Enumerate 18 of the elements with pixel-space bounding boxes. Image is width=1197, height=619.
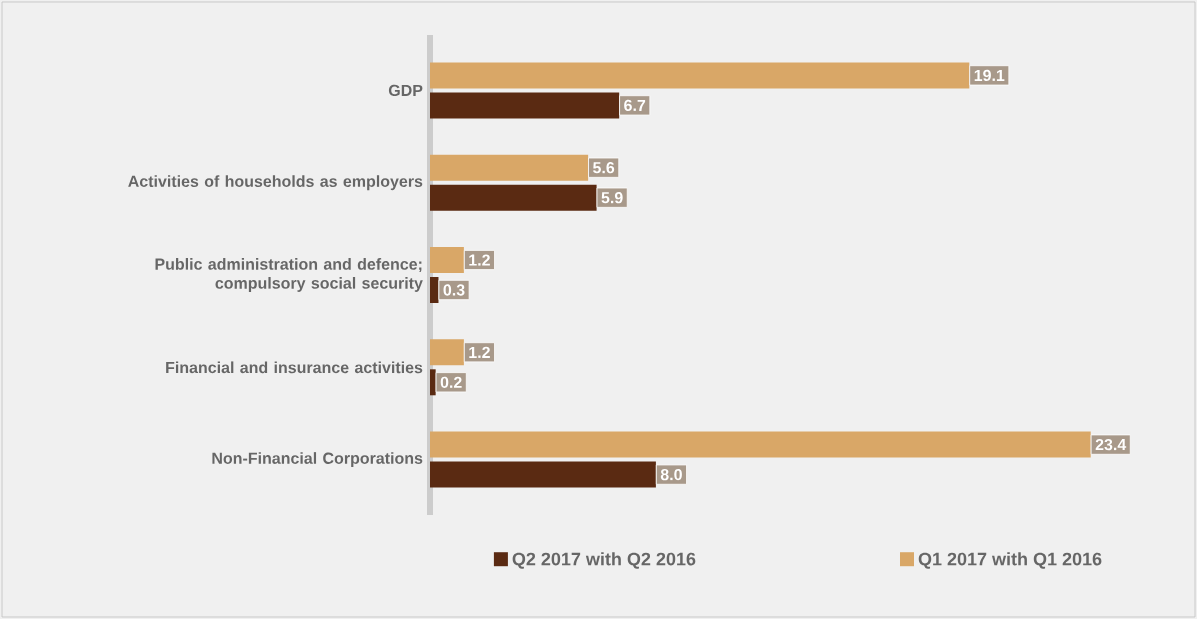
- data-label: 0.3: [443, 284, 465, 296]
- y-tick-label: Non-Financial Corporations: [212, 452, 423, 468]
- data-label: 19.1: [974, 69, 1005, 82]
- data-label: 23.4: [1095, 438, 1127, 451]
- legend-label: Q2 2017 with Q2 2016: [512, 552, 696, 569]
- data-label: 1.2: [469, 254, 490, 266]
- data-label: 5.6: [593, 162, 615, 174]
- legend-label: Q1 2017 with Q1 2016: [918, 552, 1102, 569]
- data-label: 0.2: [440, 376, 462, 388]
- data-label: 6.7: [624, 99, 646, 112]
- data-label: 5.9: [601, 192, 623, 204]
- data-label: 8.0: [660, 468, 682, 481]
- y-tick-label: Financial and insurance activities: [166, 361, 423, 374]
- y-tick-label: Activities of households as employers: [128, 175, 423, 191]
- bar: [430, 276, 439, 303]
- y-tick-label: GDP: [388, 84, 423, 97]
- y-tick-label: Public administration and defence; compulsory social security: [155, 258, 423, 292]
- data-label: 1.2: [469, 346, 490, 358]
